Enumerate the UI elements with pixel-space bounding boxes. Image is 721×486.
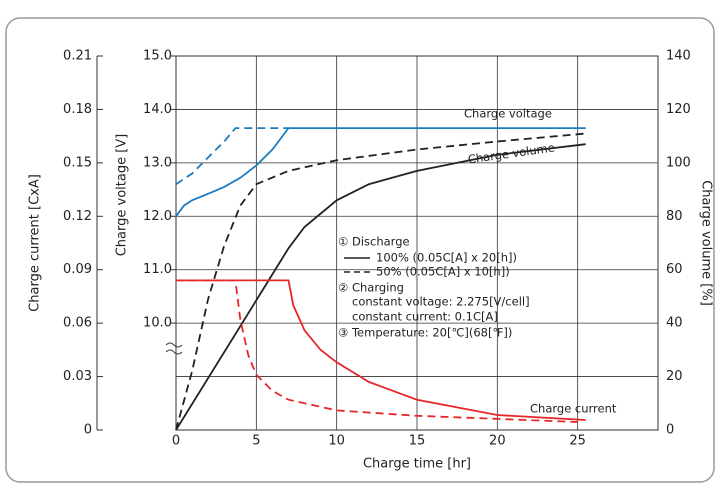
y3-tick-label: 0.21 (63, 49, 92, 64)
y-tick-label: 15.0 (143, 49, 172, 64)
y2-tick-label: 20 (666, 369, 683, 384)
legend-text: constant voltage: 2.275[V/cell] (352, 295, 530, 309)
x-tick-label: 25 (569, 434, 586, 449)
x-tick-label: 0 (172, 434, 180, 449)
y3-tick-label: 0.09 (63, 262, 92, 277)
y-tick-label: 10.0 (143, 316, 172, 331)
y2-tick-label: 100 (666, 155, 691, 170)
x-label: Charge time [hr] (363, 457, 471, 472)
y2-tick-label: 120 (666, 102, 691, 117)
series-line (176, 279, 578, 423)
legend-text: ① Discharge (338, 235, 410, 249)
annotation: Charge current (530, 402, 617, 416)
annotation: Charge voltage (464, 107, 552, 121)
y3-tick-label: 0.03 (63, 369, 92, 384)
series-line (176, 279, 586, 421)
y-tick-label: 13.0 (143, 155, 172, 170)
x-tick-label: 10 (328, 434, 345, 449)
y3-tick-label: 0.12 (63, 209, 92, 224)
series-line (175, 143, 586, 431)
legend-text: ③ Temperature: 20[℃](68[℉]) (338, 326, 512, 340)
legend-text: 50% (0.05C[A] x 10[h]) (376, 265, 510, 279)
axis-break (165, 342, 183, 355)
y2-tick-label: 140 (666, 49, 691, 64)
x-tick-label: 15 (409, 434, 426, 449)
card (5, 17, 715, 483)
x-tick-label: 20 (489, 434, 506, 449)
y-tick-label: 12.0 (143, 209, 172, 224)
legend-text: ② Charging (338, 281, 404, 295)
y2-tick-label: 40 (666, 316, 683, 331)
legend-text: 100% (0.05C[A] x 20[h]) (376, 251, 517, 265)
series-line (175, 132, 586, 431)
y-tick-label: 11.0 (143, 262, 172, 277)
y3-label: Charge current [CxA] (28, 174, 43, 312)
y3-tick-label: 0.18 (63, 102, 92, 117)
y-label: Charge voltage [V] (115, 134, 130, 257)
y2-tick-label: 60 (666, 262, 683, 277)
y2-label: Charge volume [%] (699, 180, 714, 306)
y-tick-label: 14.0 (143, 102, 172, 117)
y3-tick-label: 0.06 (63, 316, 92, 331)
series-line (175, 127, 289, 185)
x-tick-label: 5 (252, 434, 260, 449)
y3-tick-label: 0.15 (63, 155, 92, 170)
legend-text: constant current: 0.1C[A] (352, 310, 498, 324)
y2-tick-label: 0 (666, 423, 674, 438)
y3-tick-label: 0 (84, 423, 92, 438)
series-line (175, 127, 586, 217)
y2-tick-label: 80 (666, 209, 683, 224)
